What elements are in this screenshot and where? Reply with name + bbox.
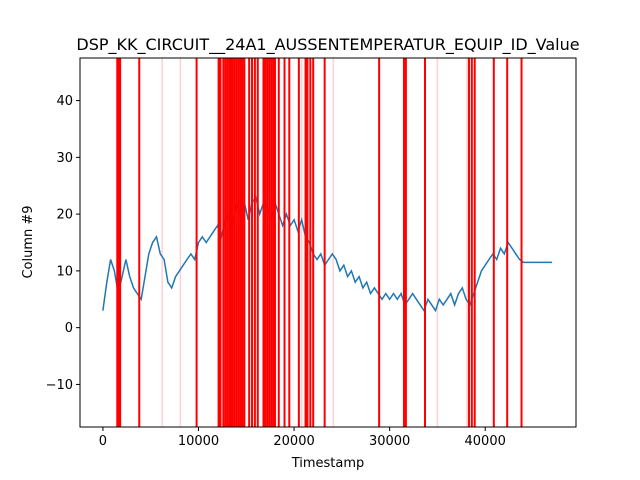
series-line [102, 195, 553, 313]
x-tick-label: 30000 [369, 434, 410, 449]
y-axis-label: Column #9 [21, 205, 36, 278]
plot-area [79, 57, 577, 428]
x-tick-label: 0 [99, 434, 107, 449]
x-tick-label: 40000 [465, 434, 506, 449]
faint-marker-layer [161, 58, 468, 427]
y-axis: −10 0 10 20 30 40 [46, 94, 80, 393]
x-axis-label: Timestamp [291, 456, 365, 471]
y-tick-label: 0 [65, 321, 73, 336]
y-tick-label: 40 [56, 94, 73, 109]
y-tick-label: 20 [56, 208, 73, 223]
y-tick-label: −10 [46, 378, 73, 393]
chart-title: DSP_KK_CIRCUIT__24A1_AUSSENTEMPERATUR_EQ… [76, 35, 579, 55]
y-tick-label: 30 [56, 151, 73, 166]
series-layer [102, 195, 553, 313]
anomaly-marker-layer [116, 58, 523, 427]
y-tick-label: 10 [56, 264, 73, 279]
x-tick-label: 10000 [178, 434, 219, 449]
x-tick-label: 20000 [273, 434, 314, 449]
x-axis: 0 10000 20000 30000 40000 [99, 427, 506, 449]
plot-frame [79, 57, 577, 428]
